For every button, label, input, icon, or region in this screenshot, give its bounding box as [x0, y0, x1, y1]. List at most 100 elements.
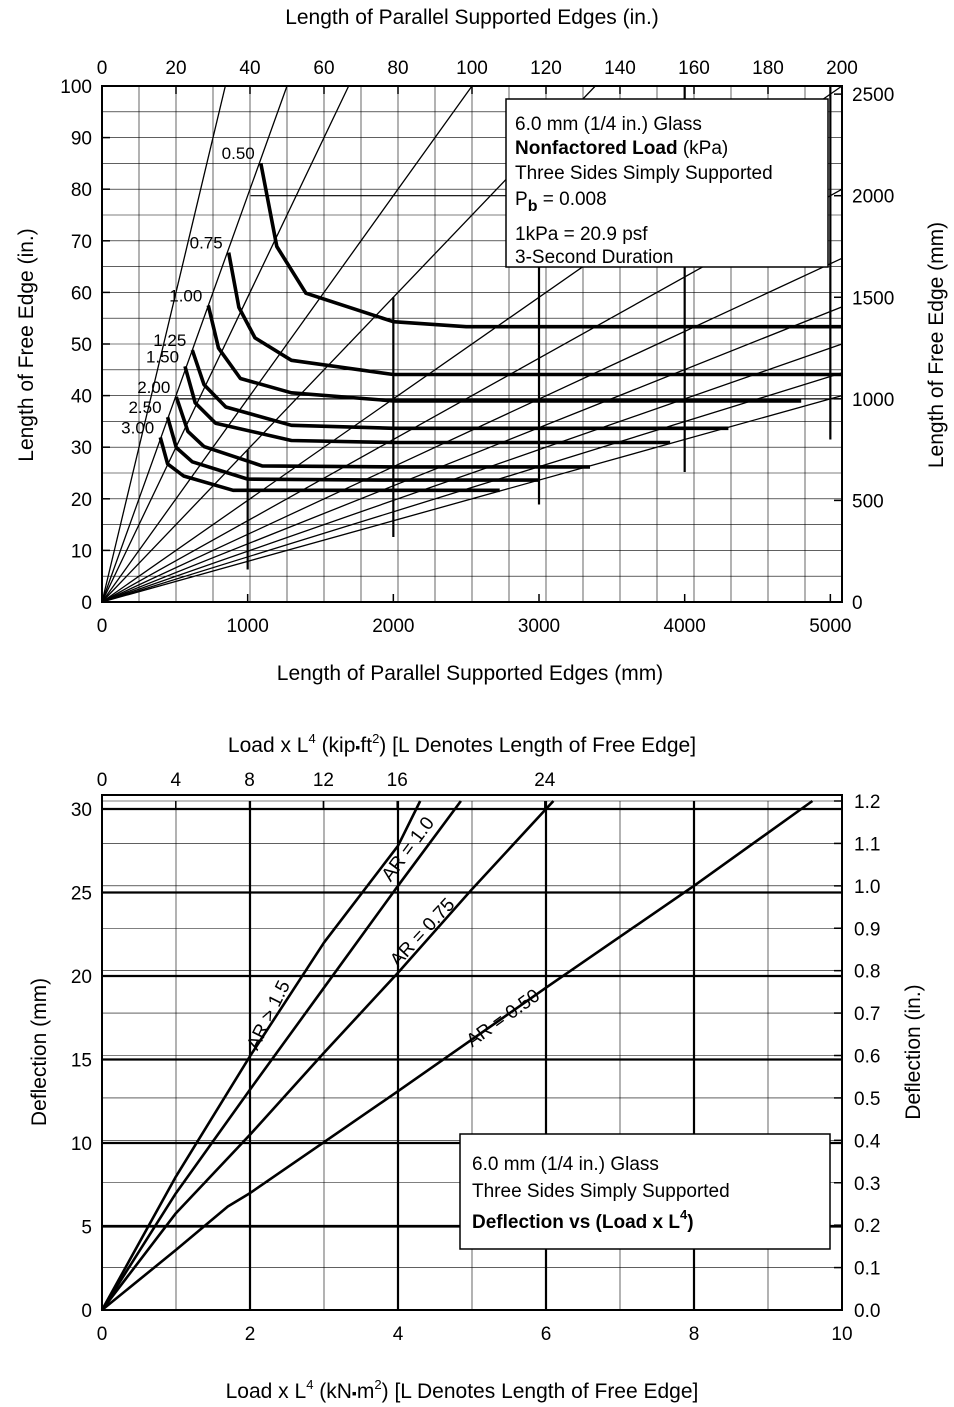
y-tick-label-in: 70 [71, 232, 92, 253]
load-curve-2.50 [165, 416, 539, 482]
note-line-6: 3-Second Duration [515, 247, 673, 268]
curve-label-0.75: 0.75 [190, 234, 223, 253]
load-curve-0.50 [259, 162, 842, 329]
aspect-ratio-line [101, 85, 473, 603]
y-tick-label-mm: 20 [71, 967, 92, 988]
y-tick-label-in: 0.0 [854, 1301, 880, 1322]
x-tick-label-top: 16 [387, 770, 408, 791]
top-axis-title: Length of Parallel Supported Edges (in.) [285, 6, 659, 29]
load-curve-1.50 [183, 365, 671, 445]
aspect-ratio-line [101, 85, 226, 603]
y-tick-label-in: 1.0 [854, 877, 880, 898]
x-tick-label-bottom: 8 [689, 1324, 700, 1345]
y-tick-label-mm: 0 [81, 1301, 92, 1322]
note-line-2: Three Sides Simply Supported [472, 1181, 730, 1202]
ticks: 0 2 4 6 8 100 4 8 12 16 240510152025300.00.10.20.3… [71, 770, 881, 1345]
x-tick-label-mm: 5000 [809, 616, 851, 637]
x-tick-label-in: 160 [678, 58, 710, 79]
bottom-axis-title: Load x L4 (kN▪m2) [L Denotes Length of F… [226, 1377, 699, 1403]
note-line-4: Pb = 0.008 [515, 189, 607, 215]
legend-box: 6.0 mm (1/4 in.) Glass Nonfactored Load … [505, 98, 829, 268]
y-tick-label-in: 0.5 [854, 1089, 880, 1110]
y-tick-label-in: 100 [60, 77, 92, 98]
deflection-chart: Load x L4 (kip▪ft2) [L Denotes Length of… [28, 731, 925, 1403]
x-tick-label-top: 0 [97, 770, 108, 791]
note-line-1: 6.0 mm (1/4 in.) Glass [515, 114, 702, 135]
y-tick-label-in: 30 [71, 438, 92, 459]
y-tick-label-in: 90 [71, 129, 92, 150]
y-tick-label-in: 0.4 [854, 1131, 881, 1152]
deflection-lines [100, 799, 814, 1312]
x-tick-label-bottom: 4 [393, 1324, 404, 1345]
y-tick-label-mm: 25 [71, 884, 92, 905]
deflection-line [100, 800, 555, 1311]
legend-box: 6.0 mm (1/4 in.) Glass Three Sides Simpl… [459, 1133, 831, 1250]
y-tick-label-mm: 1500 [852, 288, 894, 309]
x-tick-label-top: 12 [313, 770, 334, 791]
top-axis-title: Load x L4 (kip▪ft2) [L Denotes Length of… [228, 731, 696, 757]
bottom-axis-title: Length of Parallel Supported Edges (mm) [277, 662, 663, 685]
x-tick-label-in: 40 [239, 58, 260, 79]
y-tick-label-mm: 500 [852, 491, 884, 512]
x-tick-label-mm: 1000 [227, 616, 269, 637]
x-tick-label-top: 24 [534, 770, 556, 791]
y-tick-label-in: 0.7 [854, 1004, 880, 1025]
y-tick-label-in: 50 [71, 335, 92, 356]
x-tick-label-in: 0 [97, 58, 108, 79]
y-tick-label-in: 0.3 [854, 1174, 880, 1195]
y-tick-label-mm: 30 [71, 800, 92, 821]
y-tick-label-mm: 1000 [852, 390, 894, 411]
x-tick-label-bottom: 6 [541, 1324, 552, 1345]
aspect-ratio-line [101, 343, 843, 603]
right-axis-title: Length of Free Edge (mm) [925, 222, 948, 468]
x-tick-label-in: 120 [530, 58, 562, 79]
aspect-ratio-line [101, 257, 843, 603]
x-tick-label-top: 8 [244, 770, 255, 791]
curve-labels: 0.50 0.75 1.00 1.251.50 2.002.503.00 [121, 144, 255, 437]
y-tick-label-in: 0.9 [854, 919, 880, 940]
load-curve-3.00 [158, 436, 500, 493]
aspect-ratio-line [101, 372, 843, 603]
x-tick-label-in: 200 [826, 58, 858, 79]
curve-label-1.50: 1.50 [146, 347, 179, 366]
load-chart: Length of Parallel Supported Edges (in.)… [15, 6, 948, 685]
aspect-ratio-line [101, 306, 843, 603]
x-tick-label-bottom: 10 [831, 1324, 852, 1345]
y-tick-label-in: 0.2 [854, 1216, 880, 1237]
y-tick-label-in: 0 [81, 593, 92, 614]
load-curve-2.00 [174, 396, 590, 469]
load-curves [158, 162, 842, 493]
y-tick-label-in: 0.1 [854, 1259, 880, 1280]
y-tick-label-in: 1.1 [854, 834, 880, 855]
x-tick-label-in: 140 [604, 58, 636, 79]
x-tick-label-bottom: 0 [97, 1324, 108, 1345]
x-tick-label-in: 20 [165, 58, 186, 79]
x-tick-label-top: 4 [171, 770, 182, 791]
aspect-ratio-line [101, 85, 350, 603]
y-tick-label-mm: 2000 [852, 187, 894, 208]
deflection-line [101, 799, 814, 1312]
series-label: AR = 0.50 [463, 985, 544, 1052]
note-line-2: Nonfactored Load (kPa) [515, 138, 728, 159]
y-tick-label-in: 60 [71, 283, 92, 304]
x-tick-label-mm: 2000 [372, 616, 414, 637]
x-tick-label-in: 60 [313, 58, 334, 79]
y-tick-label-mm: 0 [852, 593, 863, 614]
x-tick-label-mm: 3000 [518, 616, 560, 637]
plot-frame [101, 794, 843, 1311]
note-line-5: 1kPa = 20.9 psf [515, 224, 648, 245]
y-tick-label-in: 0.6 [854, 1047, 880, 1068]
y-tick-label-in: 10 [71, 541, 92, 562]
left-axis-title: Deflection (mm) [28, 978, 51, 1126]
note-line-1: 6.0 mm (1/4 in.) Glass [472, 1154, 659, 1175]
y-tick-label-in: 40 [71, 387, 92, 408]
deflection-line [100, 800, 462, 1311]
aspect-ratio-line [101, 85, 288, 603]
x-tick-label-mm: 4000 [664, 616, 706, 637]
load-curve-1.25 [190, 349, 729, 431]
y-tick-label-mm: 2500 [852, 85, 894, 106]
x-tick-label-in: 80 [387, 58, 408, 79]
y-tick-label-mm: 15 [71, 1051, 92, 1072]
